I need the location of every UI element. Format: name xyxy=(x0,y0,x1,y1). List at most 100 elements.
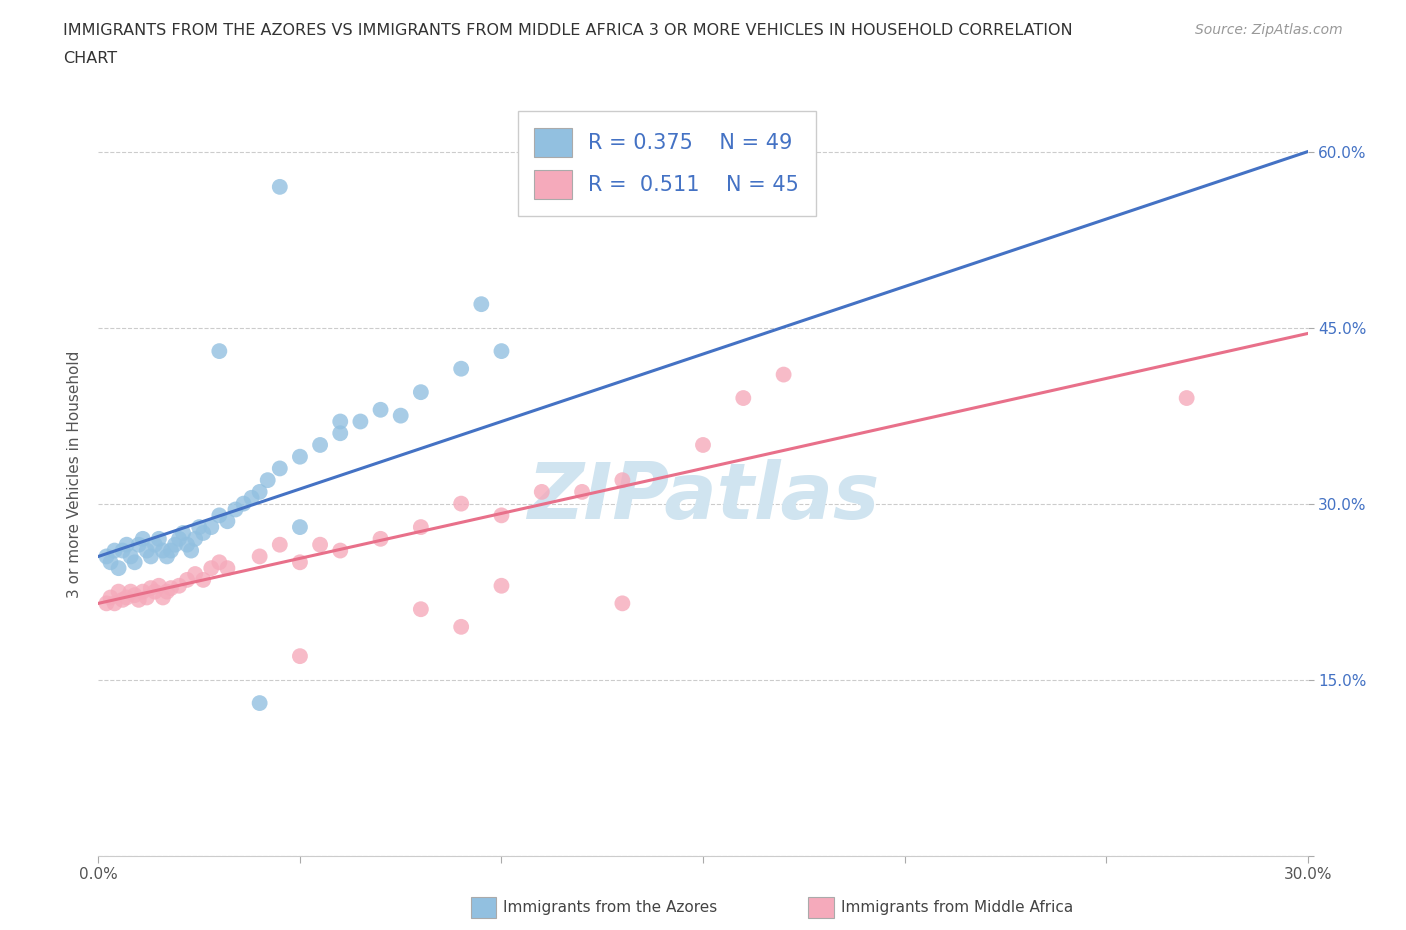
FancyBboxPatch shape xyxy=(808,897,834,918)
Point xyxy=(193,573,215,588)
Point xyxy=(249,549,271,564)
Point xyxy=(288,520,311,535)
Point xyxy=(208,344,231,359)
Point xyxy=(571,485,593,499)
Point xyxy=(160,580,183,595)
Point xyxy=(470,297,492,312)
Point xyxy=(96,549,118,564)
Point xyxy=(329,426,352,441)
Point xyxy=(409,602,432,617)
Point xyxy=(156,549,179,564)
Point xyxy=(128,538,150,552)
Point xyxy=(409,520,432,535)
Point xyxy=(184,531,207,546)
Point xyxy=(249,696,271,711)
Point xyxy=(103,543,125,558)
Point xyxy=(200,561,222,576)
Point xyxy=(249,485,271,499)
Point xyxy=(409,385,432,400)
Point xyxy=(152,543,174,558)
Point xyxy=(288,449,311,464)
Point xyxy=(100,590,122,604)
Point xyxy=(612,472,634,487)
Point xyxy=(329,543,352,558)
Point xyxy=(139,580,162,595)
Point xyxy=(224,502,246,517)
Point xyxy=(309,538,332,552)
Point xyxy=(491,344,513,359)
Point xyxy=(176,573,198,588)
Point xyxy=(120,549,142,564)
Point xyxy=(115,538,138,552)
Point xyxy=(180,543,202,558)
Point xyxy=(139,549,162,564)
Point xyxy=(167,578,190,593)
Point xyxy=(148,578,170,593)
Point xyxy=(148,531,170,546)
Point xyxy=(193,525,215,540)
Point xyxy=(167,531,190,546)
Point xyxy=(269,538,291,552)
Point xyxy=(160,543,183,558)
Point xyxy=(733,391,755,405)
Point xyxy=(163,538,186,552)
Point xyxy=(103,596,125,611)
Point xyxy=(184,566,207,581)
Point xyxy=(240,490,263,505)
Y-axis label: 3 or more Vehicles in Household: 3 or more Vehicles in Household xyxy=(67,351,83,598)
Point xyxy=(128,592,150,607)
Point xyxy=(143,584,166,599)
Point xyxy=(450,361,472,376)
Point xyxy=(217,561,239,576)
Point xyxy=(269,179,291,194)
Point xyxy=(692,437,714,452)
Point xyxy=(172,525,194,540)
Text: IMMIGRANTS FROM THE AZORES VS IMMIGRANTS FROM MIDDLE AFRICA 3 OR MORE VEHICLES I: IMMIGRANTS FROM THE AZORES VS IMMIGRANTS… xyxy=(63,23,1073,38)
Point xyxy=(176,538,198,552)
Point xyxy=(450,497,472,512)
Point xyxy=(124,555,146,570)
Point xyxy=(389,408,412,423)
Point xyxy=(132,531,155,546)
Point xyxy=(288,555,311,570)
Point xyxy=(208,555,231,570)
Point xyxy=(143,538,166,552)
Point xyxy=(111,543,134,558)
Point xyxy=(120,584,142,599)
Point xyxy=(269,461,291,476)
FancyBboxPatch shape xyxy=(471,897,496,918)
Point xyxy=(107,584,129,599)
Point xyxy=(188,520,211,535)
Point xyxy=(491,508,513,523)
Text: Immigrants from Middle Africa: Immigrants from Middle Africa xyxy=(841,900,1073,915)
Point xyxy=(152,590,174,604)
Point xyxy=(232,497,254,512)
Point xyxy=(135,590,157,604)
Legend: R = 0.375    N = 49, R =  0.511    N = 45: R = 0.375 N = 49, R = 0.511 N = 45 xyxy=(517,111,815,216)
Point xyxy=(124,588,146,603)
Point xyxy=(288,649,311,664)
Point xyxy=(491,578,513,593)
Point xyxy=(135,543,157,558)
Point xyxy=(200,520,222,535)
Point xyxy=(256,472,278,487)
Point xyxy=(370,403,392,418)
Point xyxy=(217,513,239,528)
Point xyxy=(370,531,392,546)
Point xyxy=(100,555,122,570)
Point xyxy=(1175,391,1198,405)
Point xyxy=(208,508,231,523)
Point xyxy=(349,414,371,429)
Point xyxy=(156,584,179,599)
Point xyxy=(530,485,553,499)
Point xyxy=(132,584,155,599)
Point xyxy=(115,590,138,604)
Point xyxy=(309,437,332,452)
Text: CHART: CHART xyxy=(63,51,117,66)
Text: Source: ZipAtlas.com: Source: ZipAtlas.com xyxy=(1195,23,1343,37)
Point xyxy=(96,596,118,611)
Point xyxy=(772,367,794,382)
Point xyxy=(107,561,129,576)
Text: ZIPatlas: ZIPatlas xyxy=(527,459,879,535)
Point xyxy=(612,596,634,611)
